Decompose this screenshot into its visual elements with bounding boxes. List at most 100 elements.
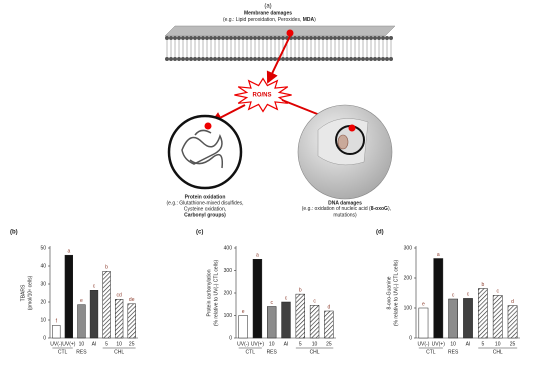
lipid-head bbox=[185, 36, 189, 40]
x-tick-label: 25 bbox=[326, 341, 332, 347]
significance-letter: c bbox=[313, 299, 316, 305]
y-axis-label: 8-oxo-Guanine bbox=[386, 276, 392, 309]
bar bbox=[102, 271, 111, 339]
dna-note: mutations) bbox=[333, 212, 357, 218]
arrow bbox=[266, 35, 291, 84]
significance-letter: f bbox=[56, 319, 58, 325]
significance-letter: b bbox=[481, 282, 484, 288]
lipid-head bbox=[341, 36, 345, 40]
lipid-head bbox=[261, 36, 265, 40]
lipid-head bbox=[385, 57, 389, 61]
x-tick-label: UV(-) bbox=[417, 341, 429, 347]
lipid-head bbox=[217, 57, 221, 61]
lipid-head bbox=[209, 57, 213, 61]
y-axis-label: (% relative to UV(-) CTL cells) bbox=[213, 260, 219, 327]
x-tick-label: 10 bbox=[312, 341, 318, 347]
y-tick-label: 40 bbox=[40, 263, 46, 269]
lipid-head bbox=[269, 36, 273, 40]
significance-letter: de bbox=[129, 297, 135, 303]
lipid-head bbox=[289, 57, 293, 61]
lipid-head bbox=[329, 57, 333, 61]
bar bbox=[324, 310, 334, 339]
note-part: 8-oxoG bbox=[371, 206, 388, 212]
y-tick-label: 300 bbox=[224, 268, 233, 274]
protein-note: (e.g.: Glutathione-mixed disulfides, bbox=[167, 200, 244, 206]
lipid-head bbox=[273, 57, 277, 61]
y-tick-label: 0 bbox=[229, 335, 232, 341]
lipid-head bbox=[197, 57, 201, 61]
lipid-head bbox=[173, 57, 177, 61]
lipid-head bbox=[249, 36, 253, 40]
center-label: RO/NS bbox=[252, 93, 271, 99]
x-tick-label: 5 bbox=[481, 341, 484, 347]
lipid-head bbox=[293, 36, 297, 40]
note-part: (e.g.: Lipid peroxidation, Peroxides, bbox=[223, 17, 303, 23]
significance-letter: b bbox=[299, 287, 302, 293]
lipid-head bbox=[293, 57, 297, 61]
panel-label: (c) bbox=[196, 230, 203, 236]
lipid-head bbox=[237, 57, 241, 61]
x-tick-label: 10 bbox=[116, 341, 122, 347]
x-tick-label: UV(+) bbox=[251, 341, 265, 347]
group-label: CTL bbox=[246, 349, 256, 355]
bar bbox=[127, 303, 136, 339]
lipid-head bbox=[377, 57, 381, 61]
lipid-head bbox=[233, 57, 237, 61]
lipid-head bbox=[337, 36, 341, 40]
protein-structure bbox=[181, 129, 224, 169]
lipid-head bbox=[205, 57, 209, 61]
lipid-head bbox=[305, 57, 309, 61]
x-tick-label: 25 bbox=[129, 341, 135, 347]
lipid-head bbox=[197, 36, 201, 40]
x-tick-label: 10 bbox=[269, 341, 275, 347]
lipid-head bbox=[381, 36, 385, 40]
lipid-head bbox=[301, 36, 305, 40]
lipid-head bbox=[333, 57, 337, 61]
lipid-head bbox=[261, 57, 265, 61]
lipid-head bbox=[309, 57, 313, 61]
lipid-head bbox=[189, 57, 193, 61]
bar bbox=[77, 304, 86, 339]
protein-note: Carbonyl groups) bbox=[184, 212, 226, 218]
lipid-head bbox=[297, 36, 301, 40]
lipid-head bbox=[169, 57, 173, 61]
significance-letter: c bbox=[452, 292, 455, 298]
lipid-head bbox=[165, 57, 169, 61]
lipid-head bbox=[389, 57, 393, 61]
lipid-head bbox=[321, 36, 325, 40]
lipid-head bbox=[321, 57, 325, 61]
lipid-head bbox=[285, 57, 289, 61]
lipid-head bbox=[193, 36, 197, 40]
lipid-head bbox=[345, 57, 349, 61]
y-axis-label: (pmol/10⁶ cells) bbox=[27, 275, 33, 310]
lipid-head bbox=[225, 36, 229, 40]
lipid-head bbox=[373, 57, 377, 61]
lipid-head bbox=[213, 36, 217, 40]
panel-label: (d) bbox=[376, 230, 384, 236]
damage-spot bbox=[204, 122, 212, 130]
y-tick-label: 100 bbox=[224, 313, 233, 319]
bar bbox=[64, 254, 74, 339]
significance-letter: b bbox=[105, 265, 108, 271]
lipid-head bbox=[269, 57, 273, 61]
lipid-head bbox=[309, 36, 313, 40]
y-axis-label: TBARS bbox=[20, 284, 26, 301]
protein-circle bbox=[167, 114, 243, 190]
lipid-head bbox=[245, 57, 249, 61]
group-label: RES bbox=[448, 349, 459, 355]
lipid-head bbox=[277, 36, 281, 40]
lipid-head bbox=[177, 36, 181, 40]
y-tick-label: 50 bbox=[40, 245, 46, 251]
significance-letter: e bbox=[242, 309, 245, 315]
x-tick-label: 25 bbox=[510, 341, 516, 347]
lipid-head bbox=[257, 36, 261, 40]
significance-letter: e bbox=[422, 301, 425, 307]
group-label: CHL bbox=[310, 349, 320, 355]
lipid-head bbox=[341, 57, 345, 61]
note-part: MDA bbox=[303, 17, 315, 23]
lipid-head bbox=[381, 57, 385, 61]
x-tick-label: AI bbox=[284, 341, 289, 347]
panel-label: (b) bbox=[10, 230, 18, 236]
membrane bbox=[164, 25, 396, 61]
lipid-head bbox=[253, 57, 257, 61]
